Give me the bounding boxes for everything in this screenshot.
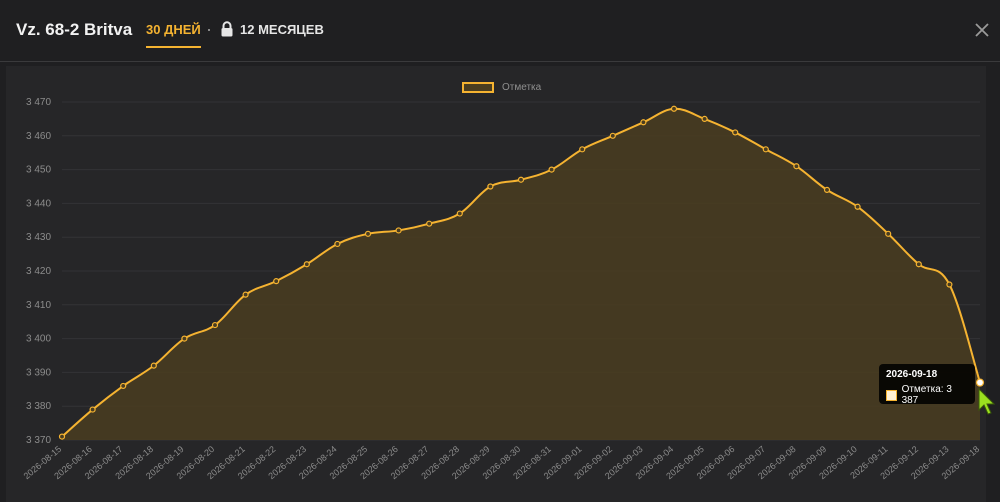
data-point[interactable] bbox=[395, 227, 402, 234]
data-point[interactable] bbox=[915, 261, 922, 268]
data-point[interactable] bbox=[150, 362, 157, 369]
legend-swatch bbox=[462, 82, 494, 93]
y-tick-label: 3 420 bbox=[26, 266, 51, 277]
y-tick-label: 3 450 bbox=[26, 165, 51, 176]
close-icon[interactable] bbox=[972, 20, 992, 40]
data-point[interactable] bbox=[242, 291, 249, 298]
data-point[interactable] bbox=[793, 163, 800, 170]
legend-label: Отметка bbox=[502, 82, 542, 93]
data-point[interactable] bbox=[211, 321, 219, 329]
data-point[interactable] bbox=[640, 119, 647, 126]
data-point[interactable] bbox=[946, 281, 953, 288]
item-title: Vz. 68-2 Britva bbox=[16, 20, 133, 39]
data-point[interactable] bbox=[854, 203, 861, 210]
data-point[interactable] bbox=[579, 146, 586, 153]
y-tick-label: 3 410 bbox=[26, 300, 51, 311]
legend[interactable]: Отметка bbox=[462, 82, 541, 93]
data-point[interactable] bbox=[548, 166, 555, 173]
series-points bbox=[58, 105, 985, 440]
y-tick-label: 3 440 bbox=[26, 198, 51, 209]
data-point[interactable] bbox=[120, 382, 127, 390]
y-tick-label: 3 430 bbox=[26, 232, 51, 243]
y-tick-label: 3 380 bbox=[26, 401, 51, 412]
data-point[interactable] bbox=[517, 176, 525, 183]
data-point[interactable] bbox=[487, 183, 494, 190]
tooltip-swatch bbox=[886, 389, 897, 401]
data-point[interactable] bbox=[456, 210, 463, 217]
tab-30-days[interactable]: 30 ДНЕЙ bbox=[146, 22, 201, 48]
data-point[interactable] bbox=[303, 261, 310, 268]
mouse-cursor-icon bbox=[978, 388, 996, 415]
y-tick-label: 3 400 bbox=[26, 334, 51, 345]
data-point[interactable] bbox=[609, 132, 616, 139]
data-point[interactable] bbox=[426, 220, 433, 227]
tooltip-row: Отметка: 3 387 bbox=[886, 384, 968, 406]
data-point[interactable] bbox=[273, 278, 280, 285]
lock-icon bbox=[221, 21, 233, 37]
data-point[interactable] bbox=[89, 406, 96, 413]
data-point[interactable] bbox=[885, 230, 892, 237]
data-point[interactable] bbox=[732, 129, 739, 136]
data-point[interactable] bbox=[58, 433, 66, 440]
data-point[interactable] bbox=[823, 186, 831, 193]
y-tick-label: 3 390 bbox=[26, 367, 51, 378]
data-point[interactable] bbox=[701, 115, 708, 123]
tooltip: 2026-09-18 Отметка: 3 387 bbox=[879, 364, 975, 406]
tab-12-months-label: 12 МЕСЯЦЕВ bbox=[240, 21, 324, 37]
y-tick-label: 3 470 bbox=[26, 97, 51, 108]
y-axis-ticks: 3 370 3 380 3 390 3 400 3 410 3 420 3 430 3 440… bbox=[26, 97, 51, 446]
data-point[interactable] bbox=[364, 230, 372, 237]
data-point[interactable] bbox=[762, 146, 769, 153]
tab-12-months[interactable]: 12 МЕСЯЦЕВ bbox=[220, 21, 324, 37]
tooltip-date: 2026-09-18 bbox=[886, 369, 938, 380]
series-area bbox=[62, 108, 980, 440]
tab-divider bbox=[208, 29, 210, 31]
chart-header: Vz. 68-2 Britva 30 ДНЕЙ 12 МЕСЯЦЕВ bbox=[0, 0, 1000, 62]
y-tick-label: 3 370 bbox=[26, 435, 51, 446]
tooltip-value: Отметка: 3 387 bbox=[901, 384, 952, 406]
data-point[interactable] bbox=[975, 378, 985, 387]
y-tick-label: 3 460 bbox=[26, 131, 51, 142]
x-axis-ticks: 2026-08-152026-08-162026-08-172026-08-18… bbox=[22, 444, 982, 481]
data-point[interactable] bbox=[670, 105, 678, 112]
data-point[interactable] bbox=[181, 335, 188, 342]
data-point[interactable] bbox=[334, 240, 341, 248]
